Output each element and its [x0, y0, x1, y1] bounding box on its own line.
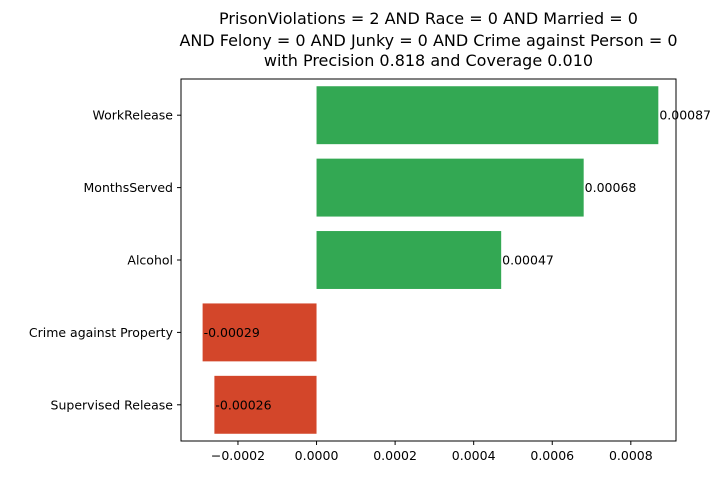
axes: −0.0002 0.0000 0.0002 0.0004 0.0006 0.0008 Wor…: [29, 78, 677, 463]
chart-title-line: PrisonViolations = 2 AND Race = 0 AND Ma…: [219, 9, 638, 28]
value-labels: 0.00087 0.00068 0.00047 -0.00029 -0.00026: [204, 108, 711, 413]
bars: [202, 86, 659, 434]
bar-value-label: -0.00029: [204, 325, 260, 340]
y-tick-label: Alcohol: [127, 253, 173, 268]
bar: [202, 303, 317, 362]
y-tick-label: MonthsServed: [84, 180, 173, 195]
x-tick-label: 0.0002: [373, 448, 417, 463]
y-tick-label: Crime against Property: [29, 325, 174, 340]
x-tick-label: 0.0004: [452, 448, 496, 463]
x-tick-label: 0.0000: [295, 448, 339, 463]
y-tick-label: WorkRelease: [93, 108, 174, 123]
chart-title-line: AND Felony = 0 AND Junky = 0 AND Crime a…: [179, 31, 677, 50]
bar: [316, 158, 584, 217]
bar-value-label: 0.00047: [502, 253, 554, 268]
bar: [316, 231, 502, 289]
chart-title-line: with Precision 0.818 and Coverage 0.010: [264, 51, 593, 70]
x-tick-label: 0.0008: [609, 448, 653, 463]
y-tick-label: Supervised Release: [51, 397, 174, 412]
x-tick-label: 0.0006: [530, 448, 574, 463]
bar-value-label: 0.00087: [659, 108, 711, 123]
bar-value-label: 0.00068: [585, 180, 637, 195]
bar: [214, 375, 317, 434]
chart-title: PrisonViolations = 2 AND Race = 0 AND Ma…: [179, 9, 677, 70]
bar: [316, 86, 659, 145]
x-tick-label: −0.0002: [211, 448, 265, 463]
bar-value-label: -0.00026: [215, 397, 271, 412]
